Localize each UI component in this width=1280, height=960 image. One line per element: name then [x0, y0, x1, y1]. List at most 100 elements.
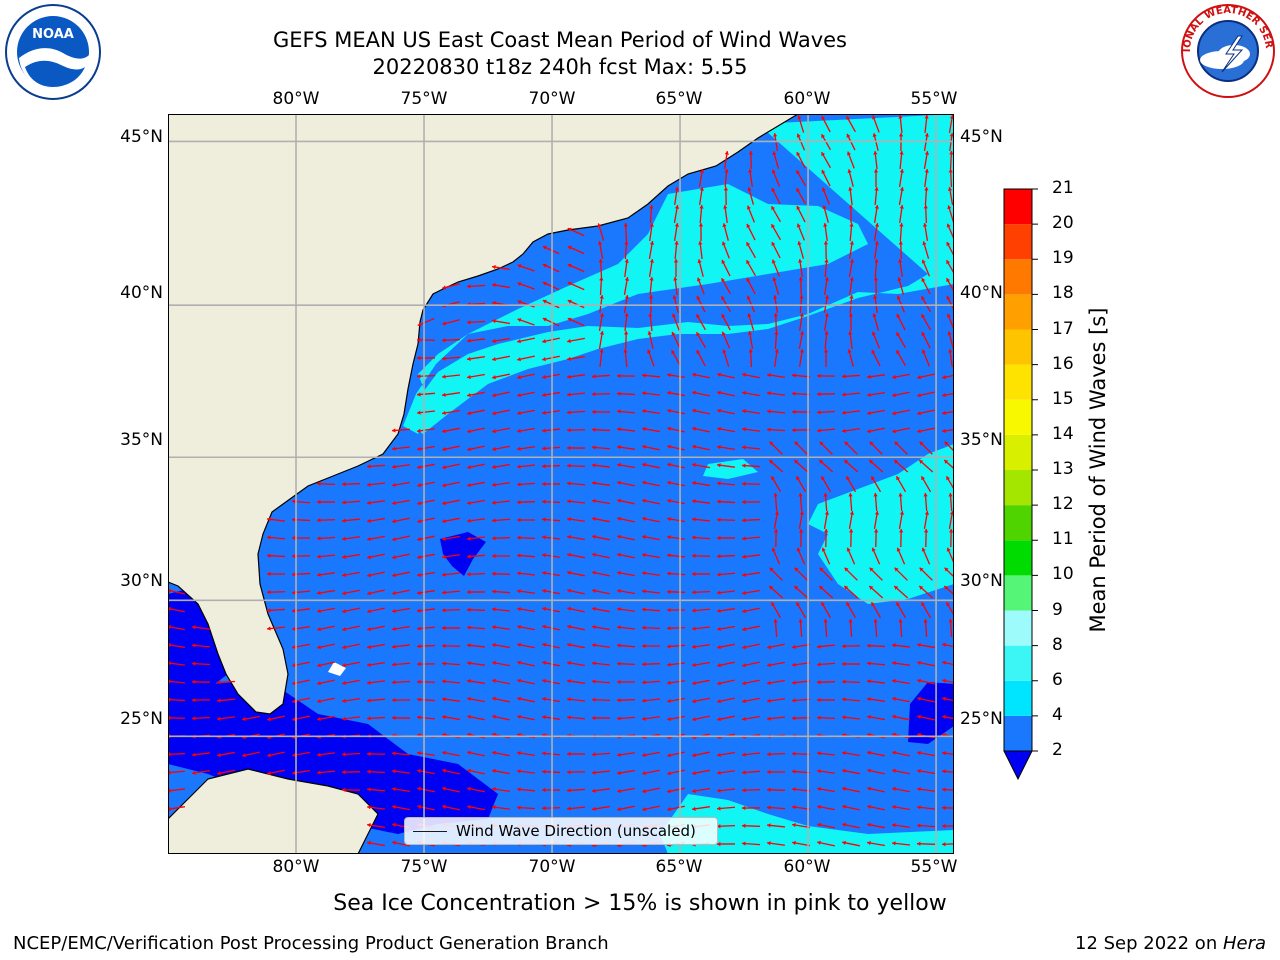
wind-wave-vector [742, 679, 760, 686]
wind-wave-vector [766, 698, 786, 703]
wind-wave-vector [696, 277, 705, 295]
footer-date: 12 Sep 2022 on Hera [1075, 933, 1266, 954]
wind-wave-vector [492, 642, 510, 649]
wind-wave-vector [873, 511, 880, 529]
wind-wave-vector [942, 642, 954, 648]
wind-wave-vector [673, 223, 679, 241]
wind-wave-vector [824, 258, 829, 278]
wind-wave-vector [266, 626, 286, 631]
wind-wave-vector [441, 608, 461, 613]
wind-wave-vector [895, 349, 907, 367]
wind-wave-vector [892, 804, 910, 811]
wind-wave-vector [416, 644, 436, 649]
wind-wave-vector [666, 607, 686, 613]
wind-wave-vector [841, 661, 861, 667]
wind-wave-vector [216, 698, 236, 703]
wind-wave-vector [566, 806, 586, 811]
wind-wave-vector [667, 408, 685, 415]
wind-wave-vector [867, 822, 885, 829]
wind-wave-vector [516, 589, 536, 594]
wind-wave-vector [591, 679, 611, 684]
wind-wave-vector [916, 805, 936, 810]
wind-wave-vector [717, 390, 735, 397]
wind-wave-vector [266, 571, 286, 577]
colorbar-band [1004, 505, 1032, 541]
wind-wave-vector [591, 374, 611, 379]
wind-wave-vector [898, 259, 904, 277]
wind-wave-vector [867, 804, 885, 811]
wind-wave-vector [841, 679, 861, 684]
wind-wave-vector [341, 518, 361, 523]
wind-wave-vector [921, 277, 931, 295]
wind-wave-vector [416, 697, 436, 702]
wind-wave-vector [417, 786, 435, 793]
wind-wave-vector [824, 330, 829, 350]
land-north-america [168, 114, 798, 714]
lon-tick-top: 55°W [910, 89, 958, 109]
wind-wave-vector [342, 607, 360, 614]
wind-wave-vector [716, 788, 736, 793]
wind-wave-vector [741, 805, 761, 811]
wind-wave-vector [317, 679, 335, 686]
wind-wave-vector [491, 500, 511, 505]
wind-wave-vector [542, 606, 560, 613]
wind-wave-vector [673, 258, 679, 278]
map-panel [168, 114, 954, 854]
wind-wave-vector [948, 348, 953, 368]
wind-wave-vector [746, 295, 756, 313]
wind-wave-vector [848, 204, 854, 224]
wind-wave-vector [796, 547, 806, 565]
wind-wave-vector [367, 823, 385, 829]
wind-wave-vector [766, 716, 786, 721]
wind-wave-vector [872, 313, 879, 331]
wind-wave-vector [791, 698, 811, 703]
wind-wave-vector [772, 151, 780, 169]
wind-wave-vector [869, 567, 883, 581]
wind-wave-vector [691, 553, 711, 558]
wind-wave-vector [598, 258, 603, 278]
wind-wave-vector [667, 390, 685, 397]
wind-wave-vector [391, 715, 411, 721]
wind-wave-vector [542, 642, 560, 649]
wind-wave-vector [692, 769, 710, 776]
coastline [168, 114, 799, 715]
wind-wave-vector [692, 787, 710, 794]
period-4-6-region-north [403, 184, 868, 434]
wind-wave-vector [291, 608, 311, 613]
colorbar [1003, 188, 1038, 781]
wind-wave-vector [942, 374, 954, 380]
wind-wave-vector [642, 787, 660, 794]
wind-wave-vector [917, 373, 935, 380]
colorbar-band [1004, 645, 1032, 681]
wind-wave-vector [847, 169, 854, 187]
wind-wave-vector [366, 500, 386, 505]
wind-wave-vector [442, 427, 460, 434]
wind-wave-vector [641, 680, 661, 685]
wind-wave-vector [597, 241, 604, 259]
wind-wave-vector [692, 751, 710, 758]
wind-wave-vector [717, 679, 735, 686]
wind-wave-vector [920, 295, 932, 313]
wind-wave-vector [492, 373, 510, 380]
wind-wave-vector [917, 696, 935, 703]
wind-wave-vector [695, 331, 707, 349]
wind-wave-vector [623, 222, 628, 242]
wind-wave-vector [591, 409, 611, 415]
wind-wave-vector [818, 585, 834, 599]
wind-wave-vector [292, 643, 310, 650]
wind-wave-vector [592, 805, 610, 812]
wind-wave-vector [616, 607, 636, 612]
wind-wave-vector [717, 426, 735, 433]
wind-wave-vector [617, 480, 635, 487]
wind-wave-vector [892, 714, 910, 721]
wind-wave-vector [717, 372, 735, 379]
wind-wave-vector [567, 624, 585, 631]
wind-wave-vector [823, 295, 830, 313]
wind-wave-vector [816, 410, 836, 415]
wind-wave-vector [341, 716, 361, 721]
wind-wave-vector [942, 410, 954, 416]
wind-wave-vector [898, 528, 904, 548]
wind-wave-vector [717, 661, 735, 668]
wind-wave-vector [392, 804, 410, 811]
wind-wave-vector [516, 787, 536, 792]
